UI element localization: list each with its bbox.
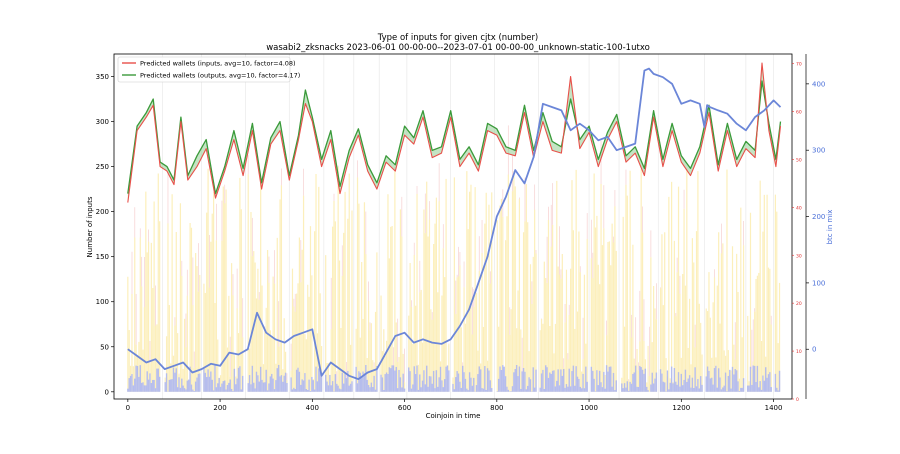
y2-tick-label: 400	[812, 80, 825, 88]
red-tick-label: 0	[796, 397, 799, 403]
y-axis-left: 0 50 100 150 200 250 300 350	[96, 73, 114, 396]
red-tick-label: 40	[796, 205, 802, 211]
chart-subtitle: wasabi2_zksnacks 2023-06-01 00-00-00--20…	[266, 43, 650, 53]
x-axis-label: Coinjoin in time	[426, 412, 481, 420]
series-line-btc-in-mix	[127, 67, 782, 381]
y2-tick-label: 200	[812, 213, 825, 221]
x-axis: 0 200 400 600 800 1000 1200 1400	[126, 399, 783, 412]
y-tick-label: 300	[96, 118, 109, 126]
y-axis-red: 0 10 20 30 40 50 60 70	[792, 62, 802, 403]
y2-tick-label: 100	[812, 279, 825, 287]
legend-label-outputs: Predicted wallets (outputs, avg=10, fact…	[140, 72, 300, 80]
x-tick-label: 0	[126, 404, 130, 412]
series-lines	[127, 62, 782, 381]
red-tick-label: 20	[796, 301, 802, 307]
y2-tick-label: 300	[812, 147, 825, 155]
red-tick-label: 10	[796, 349, 802, 355]
series-line-inputs	[127, 62, 782, 203]
y-tick-label: 50	[100, 343, 109, 351]
x-tick-label: 1200	[672, 404, 690, 412]
y-axis-label: Number of inputs	[86, 196, 94, 257]
plot-frame	[113, 53, 793, 400]
legend-label-inputs: Predicted wallets (inputs, avg=10, facto…	[140, 60, 296, 68]
x-tick-label: 1400	[765, 404, 783, 412]
red-tick-label: 70	[796, 62, 802, 68]
legend-box	[117, 56, 291, 83]
x-tick-label: 800	[490, 404, 503, 412]
x-tick-label: 200	[213, 404, 226, 412]
x-tick-label: 400	[306, 404, 319, 412]
y-tick-label: 100	[96, 298, 109, 306]
red-tick-label: 50	[796, 157, 802, 163]
y-tick-label: 0	[105, 388, 109, 396]
y-axis-right: 0 100 200 300 400	[805, 54, 825, 399]
series-line-outputs	[127, 80, 782, 195]
chart-title: Type of inputs for given cjtx (number)	[377, 33, 539, 43]
red-tick-label: 30	[796, 253, 802, 259]
x-tick-label: 600	[398, 404, 411, 412]
x-tick-label: 1000	[580, 404, 598, 412]
legend: Predicted wallets (inputs, avg=10, facto…	[117, 56, 300, 83]
background-bars	[127, 54, 781, 399]
y2-axis-label: btc in mix	[826, 210, 834, 245]
red-tick-label: 60	[796, 110, 802, 116]
y-tick-label: 200	[96, 208, 109, 216]
y-tick-label: 250	[96, 163, 109, 171]
y2-tick-label: 0	[812, 346, 816, 354]
y-tick-label: 150	[96, 253, 109, 261]
y-tick-label: 350	[96, 73, 109, 81]
